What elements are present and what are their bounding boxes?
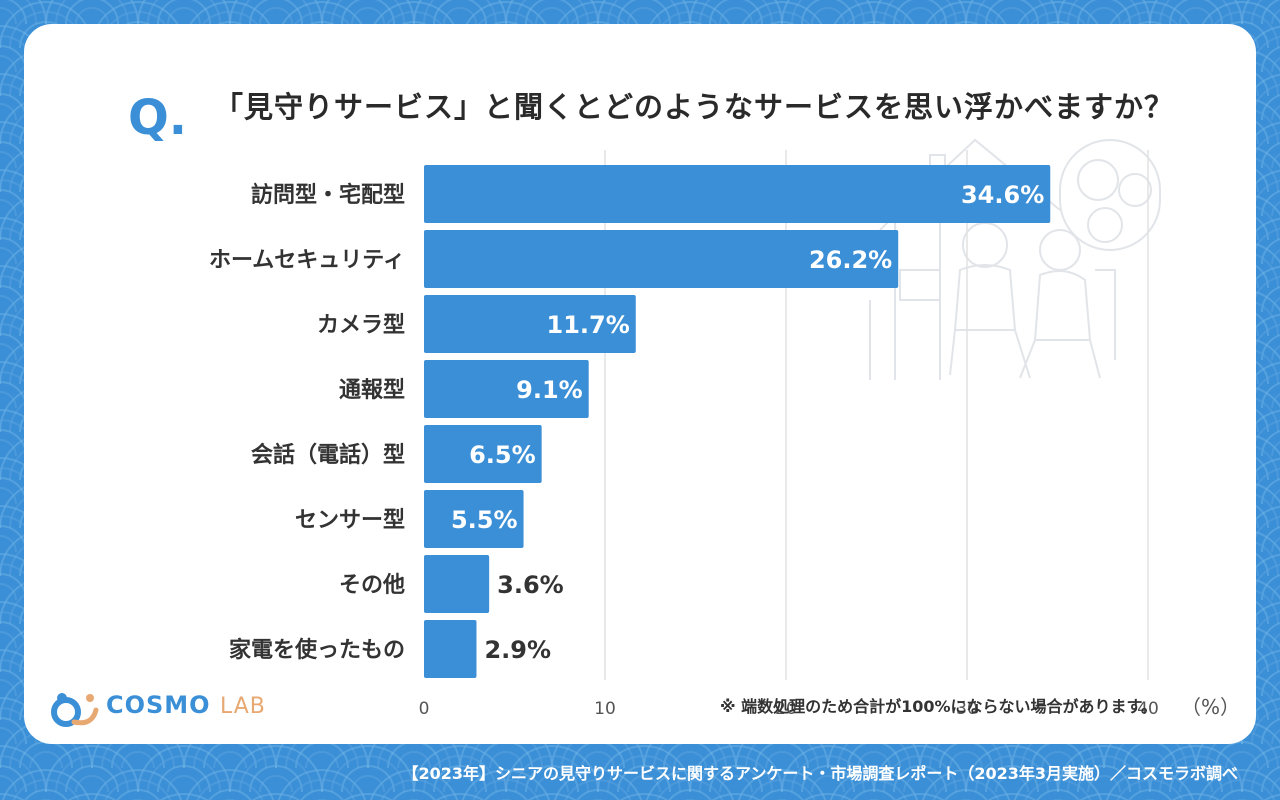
category-label: 会話（電話）型 (251, 442, 405, 468)
category-label: センサー型 (295, 508, 405, 533)
x-tick-label: 20 (775, 699, 797, 719)
rounding-note: ※ 端数処理のため合計が100%にならない場合があります。 (720, 697, 1157, 716)
value-label: 2.9% (484, 636, 551, 664)
bars (424, 165, 1051, 678)
category-label: その他 (339, 573, 405, 598)
bar (424, 295, 636, 353)
logo-name-sub: LAB (219, 694, 266, 719)
category-label: 家電を使ったもの (229, 637, 405, 663)
bar (424, 360, 589, 418)
x-tick-label: 30 (956, 699, 978, 719)
x-tick-label: 10 (594, 699, 616, 719)
value-label: 11.7% (547, 311, 630, 339)
value-label: 26.2% (809, 246, 892, 274)
category-label: 通報型 (339, 377, 405, 403)
logo-icon (51, 693, 99, 727)
bar (424, 425, 542, 483)
value-labels: 34.6% 26.2% 11.7% 9.1% 6.5% 5.5% 3.6% 2.9% (451, 181, 1044, 664)
value-label: 6.5% (469, 441, 536, 469)
value-label: 9.1% (516, 376, 583, 404)
bar (424, 620, 477, 678)
bar (424, 230, 899, 288)
value-label: 5.5% (451, 506, 518, 534)
family-caregiver-illustration (869, 138, 1161, 380)
category-labels: 訪問型・宅配型ホームセキュリティカメラ型通報型会話（電話）型センサー型その他家電… (209, 182, 405, 663)
source-footer: 【2023年】シニアの見守りサービスに関するアンケート・市場調査レポート（202… (402, 764, 1238, 783)
x-gridlines (604, 150, 1149, 680)
chart-card: Q. 「見守りサービス」と聞くとどのようなサービスを思い浮かべますか？ (24, 24, 1256, 744)
x-axis-ticks: 0 10 20 30 40 (419, 699, 1159, 719)
value-label: 34.6% (961, 181, 1044, 209)
x-tick-label: 40 (1137, 699, 1159, 719)
cosmo-lab-logo: COSMO LAB (48, 682, 268, 732)
category-label: カメラ型 (317, 313, 405, 338)
category-label: 訪問型・宅配型 (251, 182, 405, 208)
logo-text: COSMO LAB (106, 691, 266, 719)
question-title: 「見守りサービス」と聞くとどのようなサービスを思い浮かべますか？ (214, 90, 1175, 124)
bar (424, 490, 524, 548)
bar (424, 165, 1051, 223)
unit-label: （%） (1181, 695, 1240, 719)
x-tick-label: 0 (419, 699, 430, 719)
category-label: ホームセキュリティ (209, 248, 405, 273)
question-mark: Q. (128, 90, 188, 146)
bar (424, 555, 490, 613)
logo-name-main: COSMO (106, 691, 211, 719)
value-label: 3.6% (497, 571, 564, 599)
